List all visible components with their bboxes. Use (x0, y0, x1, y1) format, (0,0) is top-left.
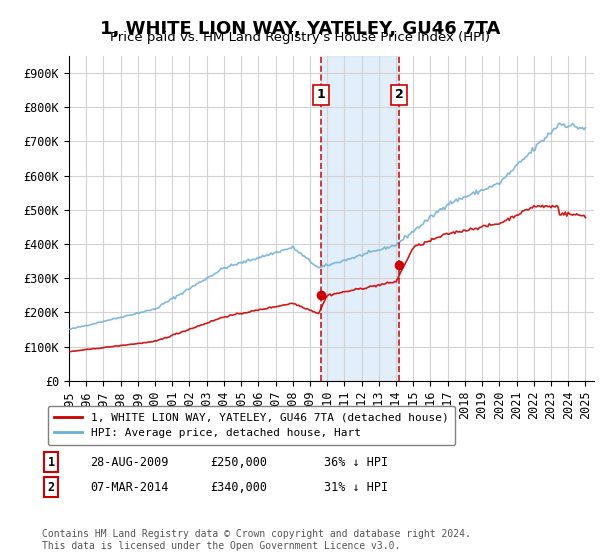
Bar (321, 56, 399, 381)
Text: 2: 2 (47, 480, 55, 494)
Text: 2: 2 (395, 88, 403, 101)
Text: 28-AUG-2009: 28-AUG-2009 (90, 455, 169, 469)
Text: 1: 1 (317, 88, 326, 101)
Text: £250,000: £250,000 (210, 455, 267, 469)
Text: 36% ↓ HPI: 36% ↓ HPI (324, 455, 388, 469)
Text: Contains HM Land Registry data © Crown copyright and database right 2024.
This d: Contains HM Land Registry data © Crown c… (42, 529, 471, 551)
Text: 07-MAR-2014: 07-MAR-2014 (90, 480, 169, 494)
Text: 1: 1 (47, 455, 55, 469)
Legend: 1, WHITE LION WAY, YATELEY, GU46 7TA (detached house), HPI: Average price, detac: 1, WHITE LION WAY, YATELEY, GU46 7TA (de… (47, 406, 455, 445)
Text: Price paid vs. HM Land Registry's House Price Index (HPI): Price paid vs. HM Land Registry's House … (110, 31, 490, 44)
Text: 1, WHITE LION WAY, YATELEY, GU46 7TA: 1, WHITE LION WAY, YATELEY, GU46 7TA (100, 20, 500, 38)
Text: 31% ↓ HPI: 31% ↓ HPI (324, 480, 388, 494)
Text: £340,000: £340,000 (210, 480, 267, 494)
